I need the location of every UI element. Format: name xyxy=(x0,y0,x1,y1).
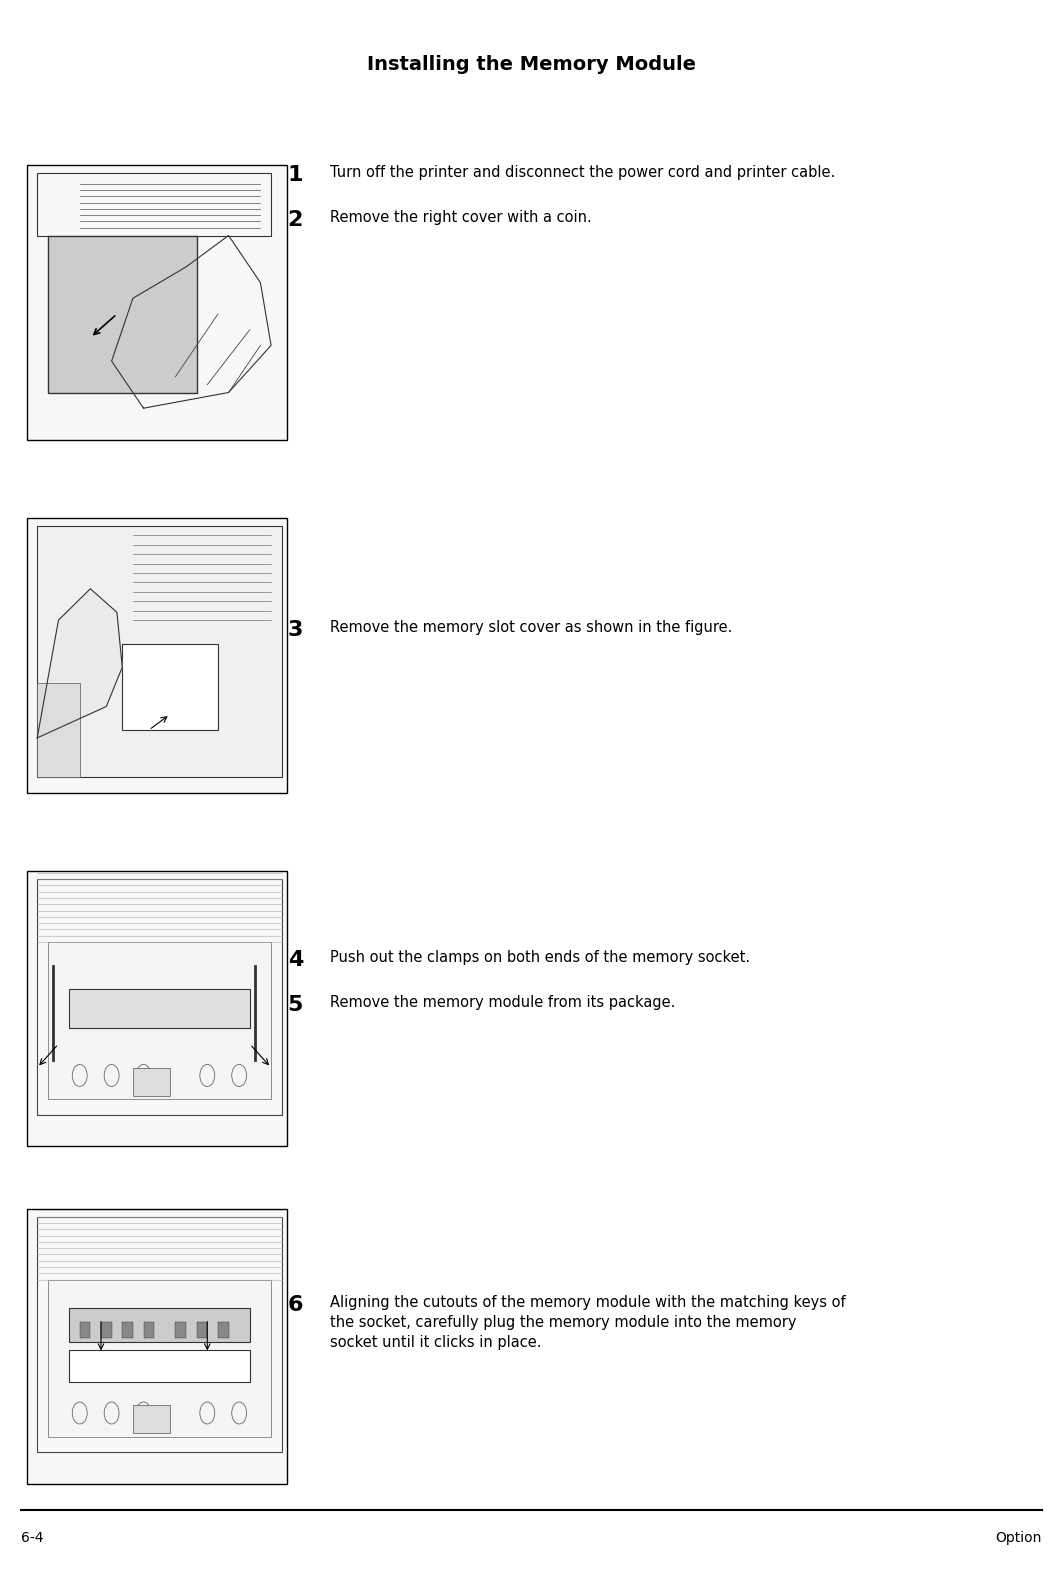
Bar xyxy=(37,173,271,235)
Bar xyxy=(133,1405,170,1433)
Bar xyxy=(69,1308,250,1342)
Text: Turn off the printer and disconnect the power cord and printer cable.: Turn off the printer and disconnect the … xyxy=(330,165,834,181)
Text: Aligning the cutouts of the memory module with the matching keys of
the socket, : Aligning the cutouts of the memory modul… xyxy=(330,1295,845,1350)
Bar xyxy=(122,1322,133,1338)
Text: Remove the memory module from its package.: Remove the memory module from its packag… xyxy=(330,995,675,1011)
Bar xyxy=(175,1322,186,1338)
Bar xyxy=(48,236,197,392)
Bar xyxy=(37,1217,282,1452)
Bar xyxy=(197,1322,207,1338)
Bar xyxy=(218,1322,229,1338)
Text: 5: 5 xyxy=(288,995,303,1016)
Bar xyxy=(27,871,287,1146)
Bar xyxy=(122,644,218,730)
Bar xyxy=(48,1280,271,1437)
Bar xyxy=(27,1209,287,1484)
Text: Remove the memory slot cover as shown in the figure.: Remove the memory slot cover as shown in… xyxy=(330,620,732,636)
Text: Installing the Memory Module: Installing the Memory Module xyxy=(367,55,696,74)
Bar xyxy=(69,989,250,1028)
Text: 3: 3 xyxy=(288,620,303,641)
Polygon shape xyxy=(37,589,122,738)
Text: Option: Option xyxy=(995,1531,1042,1545)
Text: 1: 1 xyxy=(287,165,303,185)
Bar xyxy=(48,942,271,1099)
Bar xyxy=(27,518,287,793)
Text: Remove the right cover with a coin.: Remove the right cover with a coin. xyxy=(330,210,591,226)
Bar xyxy=(37,526,282,777)
Text: 6-4: 6-4 xyxy=(21,1531,44,1545)
Text: 4: 4 xyxy=(288,950,303,970)
Bar xyxy=(133,1068,170,1096)
Text: Push out the clamps on both ends of the memory socket.: Push out the clamps on both ends of the … xyxy=(330,950,749,966)
Text: 6: 6 xyxy=(287,1295,303,1316)
Text: 2: 2 xyxy=(288,210,303,231)
Bar xyxy=(69,1350,250,1382)
Bar xyxy=(37,879,282,1115)
Bar xyxy=(27,165,287,440)
Bar xyxy=(37,683,80,777)
Bar xyxy=(80,1322,90,1338)
Bar xyxy=(101,1322,112,1338)
Bar xyxy=(144,1322,154,1338)
